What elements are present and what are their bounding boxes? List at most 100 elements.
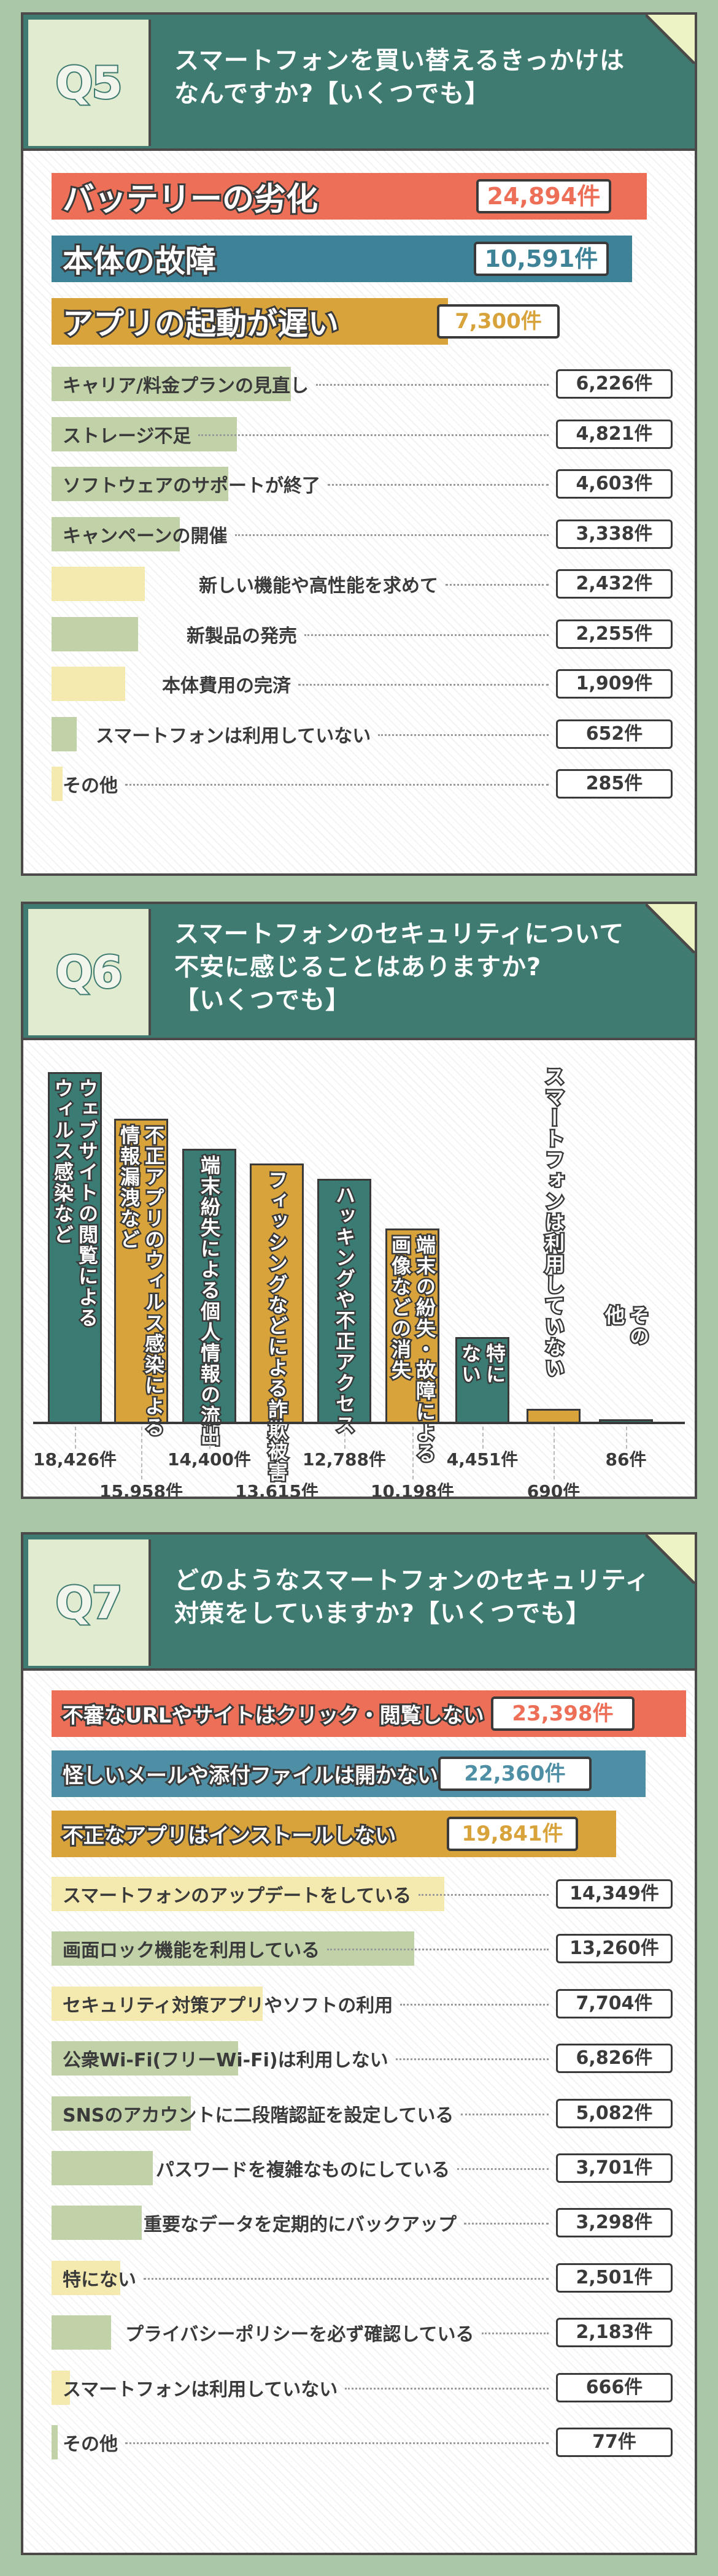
q6-badge: Q6 [28,909,151,1035]
q7-chart: 不審なURLやサイトはクリック・閲覧しない 23,398件 怪しいメールや添付ファイ… [23,1671,695,2553]
q6-card: Q6 スマートフォンのセキュリティについて 不安に感じることはありますか? 【い… [21,902,697,1499]
q5-row-11: スマートフォンは利用していない 652件 [52,716,673,751]
q6-baseline [33,1422,685,1424]
q7-row-label-13: スマートフォンは利用していない [63,2379,338,2401]
q5-row-12: その他 285件 [52,767,673,801]
q5-row-leader-10 [298,684,549,686]
q7-card: Q7 どのようなスマートフォンのセキュリティ 対策をしていますか?【いくつでも】… [21,1532,697,2555]
q5-row-label-10: 本体費用の完済 [162,675,291,697]
q6-bar-value-8: 690件 [527,1481,581,1497]
q6-bar-label-1: ウェブサイトの閲覧による ウィルス感染など [50,1077,101,1330]
q6-bar-6 [385,1229,439,1422]
q5-badge: Q5 [28,20,151,146]
q7-page-curl [646,1535,695,1584]
q7-row-label-6: セキュリティ対策アプリやソフトの利用 [63,1995,393,2017]
q7-row-leader-14 [125,2442,549,2444]
q7-header: Q7 どのようなスマートフォンのセキュリティ 対策をしていますか?【いくつでも】 [23,1535,695,1671]
q7-row-value-7: 6,826件 [556,2044,673,2074]
q7-badge-label: Q7 [54,1576,123,1630]
q7-row-label-12: プライバシーポリシーを必ず確認している [125,2324,474,2346]
q7-row-11: 特にない 2,501件 [52,2260,673,2295]
q6-bar-value-6: 10,198件 [370,1481,455,1497]
q5-row-label-7: キャンペーンの開催 [63,525,228,547]
q5-bar-value-3: 7,300件 [437,304,560,339]
q5-row-bar-6 [52,467,228,501]
q6-bar-label-6: 端末の紛失・故障による 画像などの消失 [387,1233,438,1466]
q5-row-value-8: 2,432件 [556,569,673,599]
q6-bar-2 [114,1119,168,1422]
q6-bar-value-1: 18,426件 [33,1449,117,1470]
q7-row-7: 公衆Wi-Fi(フリーWi-Fi)は利用しない 6,826件 [52,2041,673,2076]
q6-leader-5 [344,1427,345,1449]
q5-row-6: ソフトウェアのサポートが終了 4,603件 [52,467,673,501]
q7-row-label-9: パスワードを複雑なものにしている [156,2160,450,2181]
q5-row-value-12: 285件 [556,769,673,799]
q7-row-leader-9 [457,2168,549,2170]
q7-row-bar-14 [52,2425,58,2459]
q6-bar-label-3: 端末紛失による個人情報の流出 [196,1154,223,1449]
q6-bar-label-2: 不正アプリのウィルス感染による 情報漏洩など [116,1124,167,1439]
q7-row-bar-9 [52,2151,153,2185]
q6-chart: ウェブサイトの閲覧による ウィルス感染など 18,426件 不正アプリのウィルス感染… [23,1040,695,1497]
q5-row-bar-4 [52,367,291,401]
q5-row-4: キャリア/料金プランの見直し 6,226件 [52,367,673,401]
q5-header: Q5 スマートフォンを買い替えるきっかけは なんですか?【いくつでも】 [23,15,695,151]
q5-badge-label: Q5 [54,56,123,110]
q5-row-value-6: 4,603件 [556,469,673,499]
q5-row-value-4: 6,226件 [556,369,673,399]
q7-row-bar-13 [52,2370,70,2405]
q5-row-leader-12 [125,784,549,786]
q5-bar-3: アプリの起動が遅い [52,298,448,345]
q6-bar-8 [527,1409,581,1422]
q7-row-6: セキュリティ対策アプリやソフトの利用 7,704件 [52,1986,673,2021]
q7-row-bar-10 [52,2206,142,2241]
q7-row-4: スマートフォンのアップデートをしている 14,349件 [52,1877,673,1911]
q5-row-value-7: 3,338件 [556,519,673,549]
q6-bars [23,1040,695,1422]
q5-row-5: ストレージ不足 4,821件 [52,416,673,451]
q5-row-leader-6 [328,484,549,486]
q7-row-value-5: 13,260件 [556,1934,673,1964]
q7-row-leader-4 [419,1894,549,1896]
q7-row-label-14: その他 [63,2434,118,2455]
q6-leader-8 [554,1427,555,1479]
q7-row-13: スマートフォンは利用していない 666件 [52,2370,673,2405]
q7-row-bar-12 [52,2315,111,2350]
q7-row-label-11: 特にない [63,2269,136,2291]
q7-row-bar-8 [52,2096,191,2131]
q7-question-line1: どのようなスマートフォンのセキュリティ [174,1566,650,1595]
q5-row-label-9: 新製品の発売 [187,625,297,647]
q6-page-curl [646,904,695,953]
q5-row-7: キャンペーンの開催 3,338件 [52,516,673,551]
q5-row-label-6: ソフトウェアのサポートが終了 [63,475,320,497]
q6-bar-value-9: 86件 [605,1449,647,1470]
q5-bar-value-1: 24,894件 [476,179,611,213]
q6-bar-value-2: 15,958件 [99,1481,183,1497]
q7-row-5: 画面ロック機能を利用している 13,260件 [52,1931,673,1966]
q7-row-leader-10 [464,2223,549,2225]
q7-row-leader-11 [144,2277,549,2280]
q7-bar-1: 不審なURLやサイトはクリック・閲覧しない [52,1690,686,1737]
q6-header: Q6 スマートフォンのセキュリティについて 不安に感じることはありますか? 【い… [23,904,695,1040]
q7-question-line2: 対策をしていますか?【いくつでも】 [174,1600,592,1628]
q7-row-value-11: 2,501件 [556,2263,673,2293]
q5-row-label-8: 新しい機能や高性能を求めて [199,575,438,597]
q7-bar-label-3: 不正なアプリはインストールしない [61,1822,398,1850]
q7-bar-label-1: 不審なURLやサイトはクリック・閲覧しない [61,1702,486,1730]
q5-bar-label-1: バッテリーの劣化 [61,180,320,220]
q7-row-bar-11 [52,2260,120,2295]
q7-row-bar-4 [52,1877,444,1911]
q7-row-value-12: 2,183件 [556,2318,673,2348]
q6-bar-label-5: ハッキングや不正アクセス [331,1184,358,1437]
q7-row-bar-6 [52,1986,263,2021]
q5-question-line2: なんですか?【いくつでも】 [174,80,490,108]
q5-row-9: 新製品の発売 2,255件 [52,616,673,651]
q6-question-line3: 【いくつでも】 [174,986,350,1014]
q5-row-10: 本体費用の完済 1,909件 [52,667,673,701]
q5-bar-value-2: 10,591件 [474,242,609,276]
q7-row-label-5: 画面ロック機能を利用している [63,1940,320,1962]
q7-row-value-8: 5,082件 [556,2098,673,2128]
q5-row-bar-12 [52,767,63,801]
q5-question: スマートフォンを買い替えるきっかけは なんですか?【いくつでも】 [174,44,625,110]
q6-bar-9 [599,1419,653,1422]
